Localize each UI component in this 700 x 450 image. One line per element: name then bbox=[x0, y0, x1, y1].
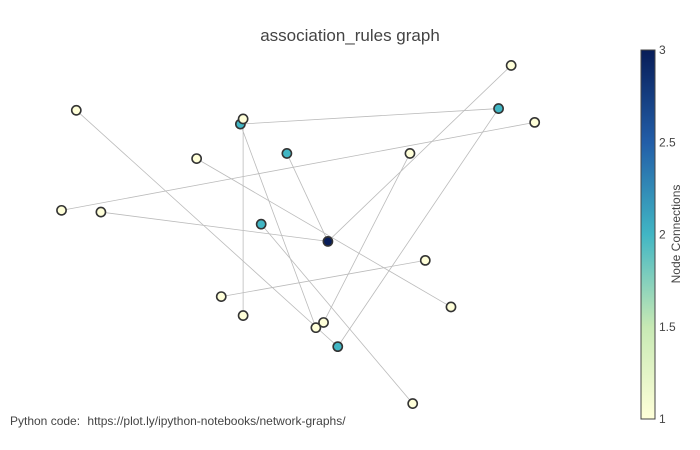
graph-node[interactable] bbox=[237, 113, 249, 125]
colorbar-tick-label: 1 bbox=[659, 412, 666, 426]
colorbar-ticks: 1 1.5 2 2.5 3 bbox=[659, 43, 676, 426]
graph-edge bbox=[240, 108, 499, 125]
graph-node[interactable] bbox=[407, 398, 419, 409]
annotation-link[interactable]: https://plot.ly/ipython-notebooks/networ… bbox=[87, 414, 346, 428]
colorbar: 1 1.5 2 2.5 3 Node Connections bbox=[640, 43, 683, 426]
colorbar-gradient bbox=[640, 49, 656, 420]
graph-node[interactable] bbox=[419, 254, 431, 266]
colorbar-tick-label: 3 bbox=[659, 43, 666, 57]
graph-edge bbox=[100, 211, 328, 242]
graph-edge bbox=[337, 108, 499, 347]
graph-node[interactable] bbox=[445, 301, 457, 313]
graph-edge bbox=[286, 153, 329, 242]
graph-node[interactable] bbox=[215, 291, 227, 302]
graph-node[interactable] bbox=[191, 153, 203, 164]
edge-layer bbox=[61, 65, 535, 404]
colorbar-tick-label: 2.5 bbox=[659, 135, 676, 149]
graph-node[interactable] bbox=[70, 104, 82, 116]
graph-node[interactable] bbox=[493, 103, 504, 114]
graph-edge bbox=[327, 65, 512, 242]
graph-node[interactable] bbox=[56, 204, 67, 216]
graph-node[interactable] bbox=[318, 317, 329, 328]
graph-node[interactable] bbox=[281, 148, 293, 159]
python-code-annotation: Python code: https://plot.ly/ipython-not… bbox=[10, 414, 346, 428]
colorbar-title: Node Connections bbox=[669, 185, 683, 284]
graph-node[interactable] bbox=[255, 218, 267, 230]
chart-title: association_rules graph bbox=[260, 26, 440, 45]
node-layer bbox=[56, 60, 541, 409]
graph-node[interactable] bbox=[404, 148, 416, 159]
graph-node[interactable] bbox=[95, 206, 107, 218]
graph-node[interactable] bbox=[310, 322, 322, 334]
graph-node[interactable] bbox=[505, 60, 517, 71]
graph-edge bbox=[260, 223, 414, 404]
colorbar-tick-label: 2 bbox=[659, 228, 666, 242]
colorbar-tick-label: 1.5 bbox=[659, 320, 676, 334]
graph-node[interactable] bbox=[322, 235, 334, 247]
graph-edge bbox=[323, 153, 411, 323]
graph-node[interactable] bbox=[332, 341, 344, 353]
annotation-prefix: Python code: bbox=[10, 414, 83, 428]
graph-edge bbox=[76, 110, 339, 347]
graph-edge bbox=[240, 123, 317, 328]
graph-edge bbox=[61, 121, 535, 211]
graph-edge bbox=[221, 259, 426, 297]
graph-node[interactable] bbox=[237, 310, 249, 321]
graph-node[interactable] bbox=[529, 116, 541, 128]
